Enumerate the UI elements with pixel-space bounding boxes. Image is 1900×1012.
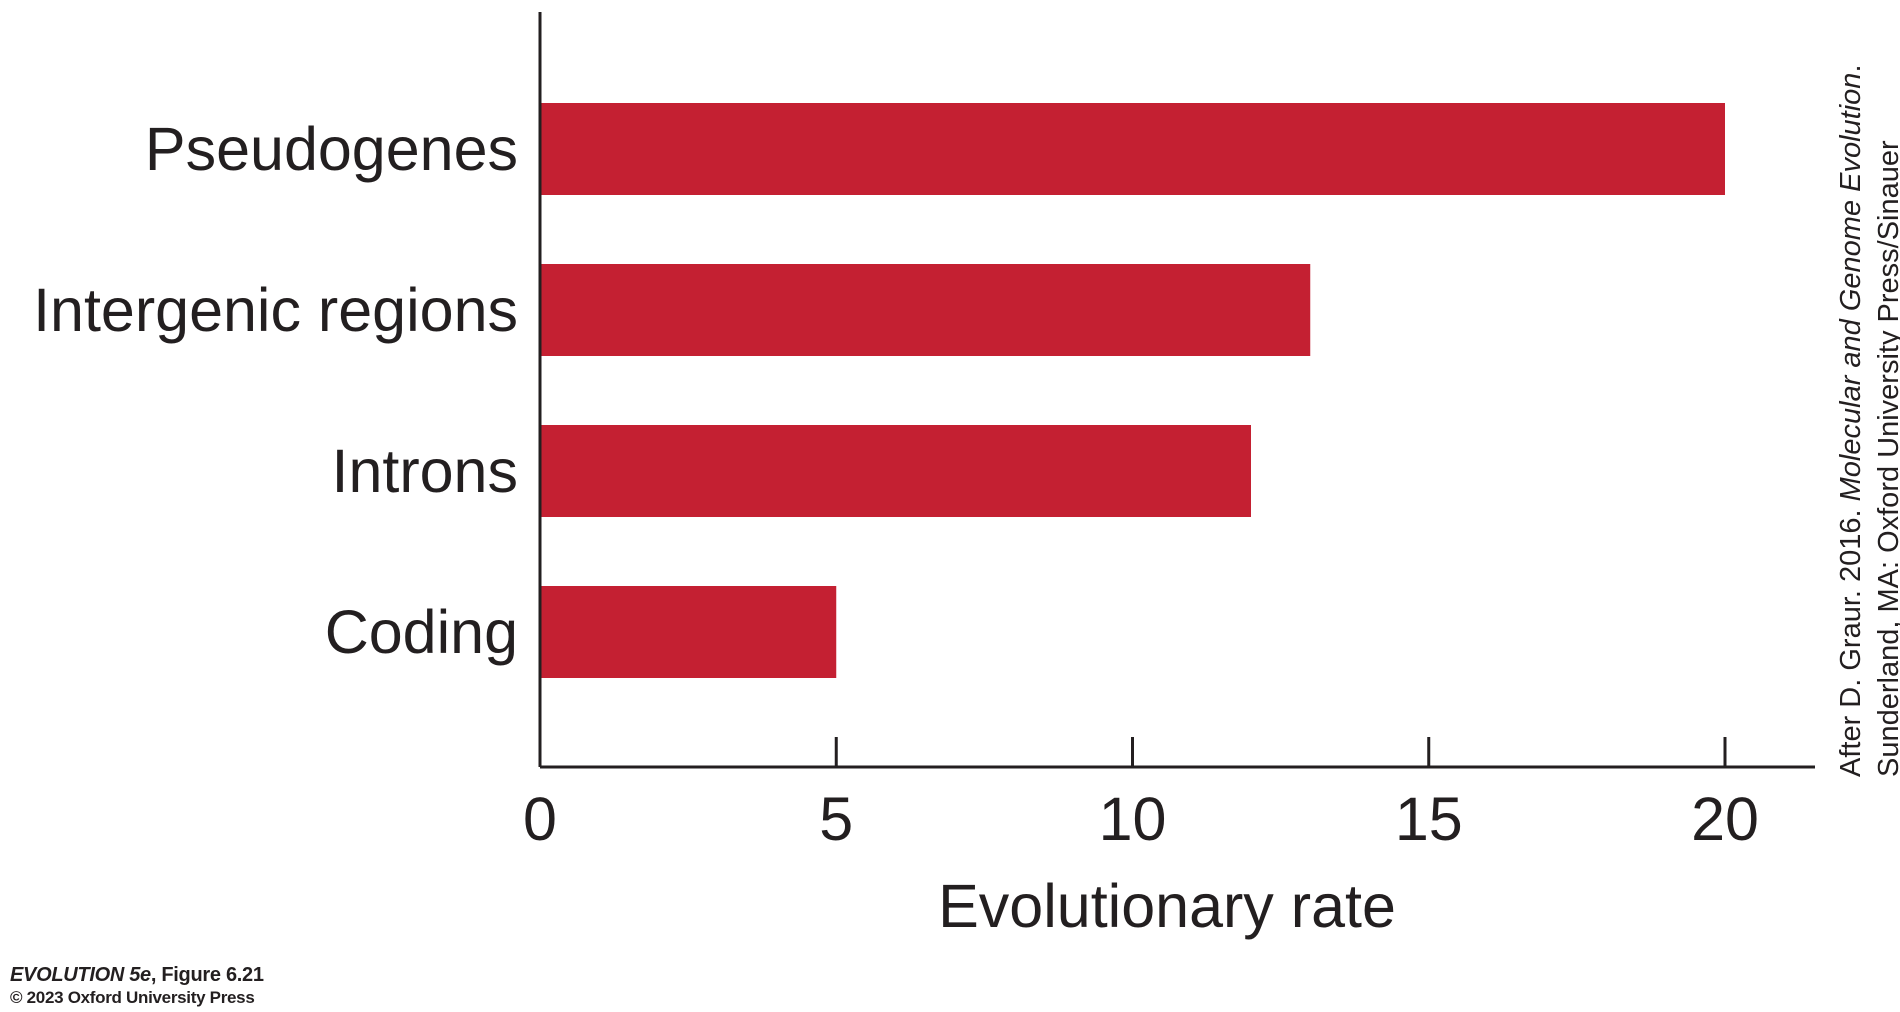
bar-introns — [540, 425, 1251, 517]
category-label: Intergenic regions — [33, 276, 518, 344]
x-axis-tick-labels: 0 5 10 15 20 — [523, 785, 1759, 853]
category-label: Coding — [325, 598, 518, 666]
bar-pseudogenes — [540, 103, 1725, 195]
x-axis-title: Evolutionary rate — [938, 872, 1396, 940]
x-axis-ticks — [834, 737, 1727, 767]
figure-caption: EVOLUTION 5e, Figure 6.21 © 2023 Oxford … — [10, 963, 264, 1009]
copyright-text: © 2023 Oxford University Press — [10, 988, 255, 1007]
credit-line-2: Sunderland, MA: Oxford University Press/… — [1873, 140, 1900, 777]
credit-prefix: After D. Graur. 2016. — [1835, 501, 1867, 777]
x-tick-label: 10 — [1099, 785, 1167, 853]
x-tick-label: 15 — [1395, 785, 1463, 853]
category-labels: Pseudogenes Intergenic regions Introns Codi… — [33, 115, 518, 666]
x-tick-label: 20 — [1691, 785, 1759, 853]
bar-coding — [540, 586, 837, 678]
credit-book-title: Molecular and Genome Evolution — [1835, 72, 1867, 502]
x-tick-label: 0 — [523, 785, 557, 853]
book-name: EVOLUTION 5e — [10, 964, 151, 986]
bar-intergenic-regions — [540, 264, 1311, 356]
bars-group — [540, 103, 1725, 678]
credit-suffix: . — [1835, 64, 1867, 73]
figure-number: , Figure 6.21 — [150, 964, 264, 986]
source-credit: After D. Graur. 2016. Molecular and Geno… — [1832, 64, 1900, 777]
x-tick-label: 5 — [819, 785, 853, 853]
credit-line-1: After D. Graur. 2016. Molecular and Geno… — [1832, 64, 1870, 777]
category-label: Pseudogenes — [145, 115, 518, 183]
figure-caption-title: EVOLUTION 5e, Figure 6.21 — [10, 963, 264, 987]
category-label: Introns — [332, 437, 519, 505]
